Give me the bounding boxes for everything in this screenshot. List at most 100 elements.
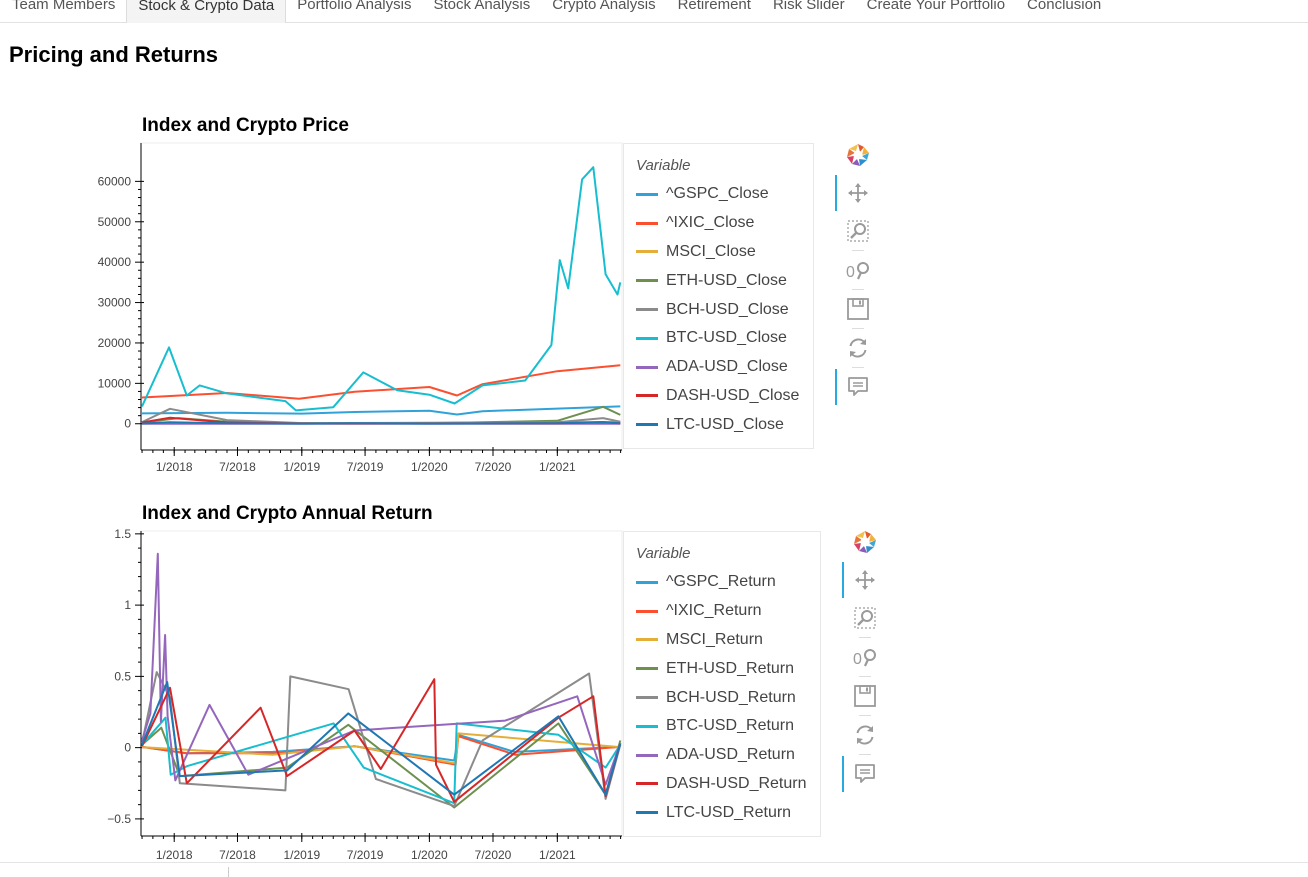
legend-swatch <box>636 336 658 340</box>
legend-item[interactable]: ^GSPC_Close <box>636 180 801 209</box>
legend-item[interactable]: BTC-USD_Close <box>636 324 801 353</box>
legend-item[interactable]: ADA-USD_Return <box>636 741 808 770</box>
chart-legend[interactable]: Variable ^GSPC_Close ^IXIC_Close MSCI_Clos… <box>623 143 814 449</box>
tab-stock-crypto-data[interactable]: Stock & Crypto Data <box>126 0 287 23</box>
tab-portfolio-analysis[interactable]: Portfolio Analysis <box>297 0 412 13</box>
legend-label: MSCI_Return <box>666 630 763 648</box>
box-zoom-icon <box>846 219 870 243</box>
legend-item[interactable]: BCH-USD_Close <box>636 295 801 324</box>
bokeh-logo-icon <box>845 142 871 168</box>
tab-team-members[interactable]: Team Members <box>12 0 116 13</box>
y-tick-label: 0 <box>124 417 131 431</box>
series-line-dash-usd-return[interactable] <box>141 678 622 803</box>
tab-retirement[interactable]: Retirement <box>677 0 751 13</box>
legend-item[interactable]: ^IXIC_Return <box>636 597 808 626</box>
tab-bar: Team Members Stock & Crypto Data Portfol… <box>0 0 1308 23</box>
pan-tool[interactable] <box>842 562 880 598</box>
legend-item[interactable]: ^GSPC_Return <box>636 568 808 597</box>
return-chart[interactable]: Index and Crypto Annual Return −0.5 0 0.5 1… <box>0 0 900 876</box>
legend-swatch <box>636 192 658 196</box>
legend-label: MSCI_Close <box>666 242 756 260</box>
series-line-ada-usd-return[interactable] <box>141 552 622 786</box>
legend-item[interactable]: DASH-USD_Close <box>636 382 801 411</box>
series-line-btc-usd-return[interactable] <box>141 716 622 805</box>
legend-label: BTC-USD_Return <box>666 717 795 735</box>
x-tick-label: 1/2018 <box>156 848 193 862</box>
legend-label: ^GSPC_Return <box>666 573 776 591</box>
legend-item[interactable]: LTC-USD_Return <box>636 798 808 827</box>
legend-swatch <box>636 696 658 700</box>
legend-swatch <box>636 394 658 398</box>
wheel-zoom-tool[interactable]: 0 <box>843 255 873 285</box>
legend-label: BCH-USD_Return <box>666 688 796 706</box>
y-tick-label: 1 <box>124 598 131 612</box>
legend-item[interactable]: MSCI_Return <box>636 626 808 655</box>
legend-label: ADA-USD_Close <box>666 358 788 376</box>
series-line-ixic-close[interactable] <box>141 364 621 400</box>
svg-text:0: 0 <box>846 264 855 281</box>
legend-item[interactable]: LTC-USD_Close <box>636 410 801 439</box>
series-line-ltc-usd-close[interactable] <box>141 421 621 425</box>
reset-tool[interactable] <box>850 720 880 750</box>
chart-title: Index and Crypto Annual Return <box>142 503 433 524</box>
tab-risk-slider[interactable]: Risk Slider <box>772 0 845 13</box>
box-zoom-tool[interactable] <box>843 216 873 246</box>
toolbar-separator <box>852 328 864 329</box>
series-line-msci-return[interactable] <box>141 732 621 765</box>
legend-item[interactable]: MSCI_Close <box>636 238 801 267</box>
legend-item[interactable]: ADA-USD_Close <box>636 353 801 382</box>
legend-item[interactable]: ETH-USD_Close <box>636 266 801 295</box>
y-tick-label: 40000 <box>98 255 132 269</box>
legend-item[interactable]: ETH-USD_Return <box>636 654 808 683</box>
toolbar-separator <box>859 754 871 755</box>
y-tick-label: 10000 <box>98 376 132 390</box>
legend-item[interactable]: BCH-USD_Return <box>636 683 808 712</box>
hover-tool[interactable] <box>835 369 873 405</box>
legend-item[interactable]: ^IXIC_Close <box>636 209 801 238</box>
y-tick-label: 20000 <box>98 336 132 350</box>
wheel-zoom-tool[interactable]: 0 <box>850 642 880 672</box>
legend-swatch <box>636 365 658 369</box>
hover-icon <box>853 762 877 786</box>
legend-swatch <box>636 423 658 427</box>
y-tick-label: 30000 <box>98 296 132 310</box>
toolbar-separator <box>852 367 864 368</box>
return-plot[interactable]: −0.5 0 0.5 1 1.5 1/2018 7/2018 1/2019 7/2019 1/20… <box>0 0 900 876</box>
legend-label: DASH-USD_Return <box>666 774 807 792</box>
legend-item[interactable]: DASH-USD_Return <box>636 770 808 799</box>
save-tool[interactable] <box>843 294 873 324</box>
save-tool[interactable] <box>850 681 880 711</box>
reset-icon <box>853 723 877 747</box>
series-line-eth-usd-return[interactable] <box>141 722 622 809</box>
pan-tool[interactable] <box>835 175 873 211</box>
legend-label: ^IXIC_Return <box>666 602 762 620</box>
legend-swatch <box>636 580 658 584</box>
legend-swatch <box>636 279 658 283</box>
toolbar-separator <box>852 289 864 290</box>
price-plot[interactable]: 0 10000 20000 30000 40000 50000 60000 1/2018 7/2… <box>0 0 900 490</box>
series-line-btc-usd-close[interactable] <box>141 166 622 412</box>
x-tick-label: 7/2019 <box>347 460 384 474</box>
legend-swatch <box>636 811 658 815</box>
tab-conclusion[interactable]: Conclusion <box>1027 0 1102 13</box>
legend-label: LTC-USD_Return <box>666 803 792 821</box>
chart-legend[interactable]: Variable ^GSPC_Return ^IXIC_Return MSCI_Re… <box>623 531 821 837</box>
series-line-gspc-close[interactable] <box>141 405 621 416</box>
tab-create-your-portfolio[interactable]: Create Your Portfolio <box>866 0 1006 13</box>
legend-label: BCH-USD_Close <box>666 300 789 318</box>
legend-item[interactable]: BTC-USD_Return <box>636 712 808 741</box>
legend-label: DASH-USD_Close <box>666 386 800 404</box>
series-line-ltc-usd-return[interactable] <box>141 681 622 796</box>
legend-swatch <box>636 753 658 757</box>
reset-tool[interactable] <box>843 333 873 363</box>
legend-label: ADA-USD_Return <box>666 746 795 764</box>
x-tick-label: 7/2018 <box>219 848 256 862</box>
legend-label: ETH-USD_Close <box>666 271 787 289</box>
legend-title: Variable <box>636 545 691 562</box>
tab-crypto-analysis[interactable]: Crypto Analysis <box>552 0 656 13</box>
tab-stock-analysis[interactable]: Stock Analysis <box>433 0 531 13</box>
y-tick-label: 0.5 <box>114 669 131 683</box>
price-chart[interactable]: Index and Crypto Price 0 10000 20000 30000 4… <box>0 0 900 490</box>
hover-tool[interactable] <box>842 756 880 792</box>
box-zoom-tool[interactable] <box>850 603 880 633</box>
